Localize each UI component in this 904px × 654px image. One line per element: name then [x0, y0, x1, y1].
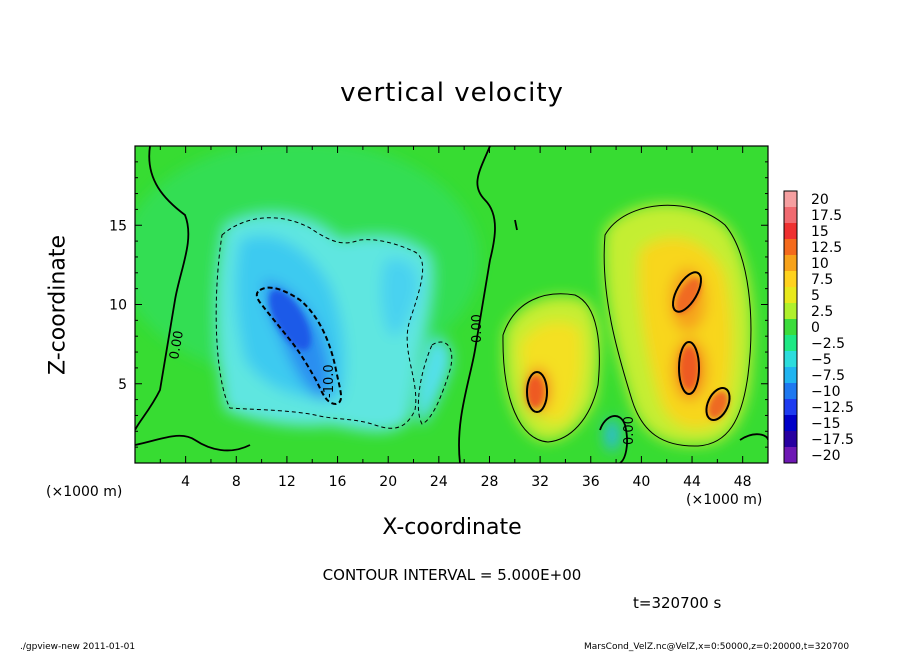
chart-title: vertical velocity: [340, 78, 564, 108]
colorbar-label: 7.5: [811, 272, 833, 288]
x-tick-label: 4: [181, 474, 190, 490]
colorbar-swatch: [784, 319, 797, 336]
updraft-strong-core-1: [527, 376, 543, 408]
plus5-contour-2: [603, 204, 752, 447]
colorbar-label: −20: [811, 448, 841, 464]
colorbar-swatch: [784, 447, 797, 464]
footer-right-text: MarsCond_VelZ.nc@VelZ,x=0:50000,z=0:2000…: [584, 642, 850, 652]
plus5-contour-1: [502, 293, 600, 443]
x-tick-label: 44: [683, 474, 701, 490]
colorbar-swatch: [784, 335, 797, 352]
plus10-contour-2a: [672, 271, 702, 313]
x-unit-label-left: (×1000 m): [46, 484, 123, 500]
updraft-strong-core-2a: [675, 278, 701, 314]
field-layer: 0.00 0.00 -10.0 0.00: [135, 146, 768, 463]
zero-contour-small: [514, 219, 518, 231]
colorbar-label: 12.5: [811, 240, 842, 256]
colorbar-swatch: [784, 223, 797, 240]
x-tick-label: 48: [734, 474, 752, 490]
colorbar-swatch: [784, 415, 797, 432]
contour-label: 0.00: [470, 314, 485, 343]
colorbar-swatch: [784, 287, 797, 304]
colorbar-label: −2.5: [811, 336, 845, 352]
contour-label: 0.00: [167, 330, 187, 361]
x-tick-label: 40: [632, 474, 650, 490]
colorbar-label: 17.5: [811, 208, 842, 224]
colorbar: 2017.51512.5107.552.50−2.5−5−7.5−10−12.5…: [783, 190, 854, 464]
contour-label: -10.0: [322, 364, 337, 398]
x-tick-label: 12: [278, 474, 296, 490]
x-tick-label: 36: [582, 474, 600, 490]
zero-contour-middle: [458, 146, 496, 463]
y-tick-label: 5: [118, 377, 127, 393]
colorbar-label: 5: [811, 288, 820, 304]
contour-label: 0.00: [622, 416, 637, 445]
colorbar-label: 2.5: [811, 304, 833, 320]
colorbar-swatch: [784, 399, 797, 416]
updraft-region-2-mid: [638, 237, 732, 429]
y-tick-label: 15: [109, 218, 127, 234]
footer-left-text: ./gpview-new 2011-01-01: [20, 642, 136, 652]
colorbar-label: −5: [811, 352, 832, 368]
colorbar-swatch: [784, 271, 797, 288]
colorbar-swatch: [784, 255, 797, 272]
colorbar-label: −17.5: [811, 432, 854, 448]
updraft-strong-core-3: [707, 390, 729, 420]
y-axis-label: Z-coordinate: [45, 235, 71, 375]
downdraft-spot: [605, 419, 619, 451]
x-tick-label: 28: [481, 474, 499, 490]
colorbar-swatch: [784, 431, 797, 448]
x-tick-label: 16: [329, 474, 347, 490]
colorbar-swatch: [784, 383, 797, 400]
colorbar-label: 20: [811, 192, 829, 208]
downdraft-strong-core: [269, 289, 311, 351]
colorbar-swatch: [784, 367, 797, 384]
colorbar-swatch: [784, 303, 797, 320]
zero-contour-left: [135, 146, 190, 431]
colorbar-frame: [783, 190, 798, 464]
colorbar-swatch: [784, 351, 797, 368]
colorbar-label: −12.5: [811, 400, 854, 416]
colorbar-swatch: [784, 191, 797, 208]
x-tick-label: 32: [531, 474, 549, 490]
x-tick-label: 8: [232, 474, 241, 490]
plus10-contour-2b: [678, 341, 700, 395]
plus10-contour-1: [526, 371, 548, 413]
zero-contour-bottom-left: [135, 434, 251, 452]
downdraft-core-secondary: [380, 258, 419, 336]
y-tick-label: 10: [109, 298, 127, 314]
time-label: t=320700 s: [633, 594, 722, 612]
colorbar-label: 10: [811, 256, 829, 272]
x-unit-label-right: (×1000 m): [686, 492, 763, 508]
colorbar-label: 15: [811, 224, 829, 240]
minus10-contour: [255, 286, 343, 406]
colorbar-label: 0: [811, 320, 820, 336]
y-axis: 5 10 15: [109, 161, 768, 448]
contour-interval-text: CONTOUR INTERVAL = 5.000E+00: [322, 566, 582, 584]
colorbar-swatch: [784, 207, 797, 224]
plus10-contour-3: [705, 387, 731, 421]
x-tick-label: 20: [379, 474, 397, 490]
minus5-contour: [215, 217, 424, 429]
zero-contour-spot: [599, 415, 628, 463]
x-tick-label: 24: [430, 474, 448, 490]
colorbar-label: −15: [811, 416, 841, 432]
colorbar-label: −10: [811, 384, 841, 400]
x-axis-label: X-coordinate: [382, 515, 522, 540]
contour-label-group: 0.00 0.00 -10.0 0.00: [167, 314, 637, 445]
colorbar-label: −7.5: [811, 368, 845, 384]
downdraft-core-lower: [416, 338, 452, 425]
updraft-strong-core-2b: [680, 346, 698, 390]
colorbar-swatch: [784, 239, 797, 256]
x-axis: 4 8 12 16 20 24 28 32 36 40 44 48: [159, 146, 752, 490]
